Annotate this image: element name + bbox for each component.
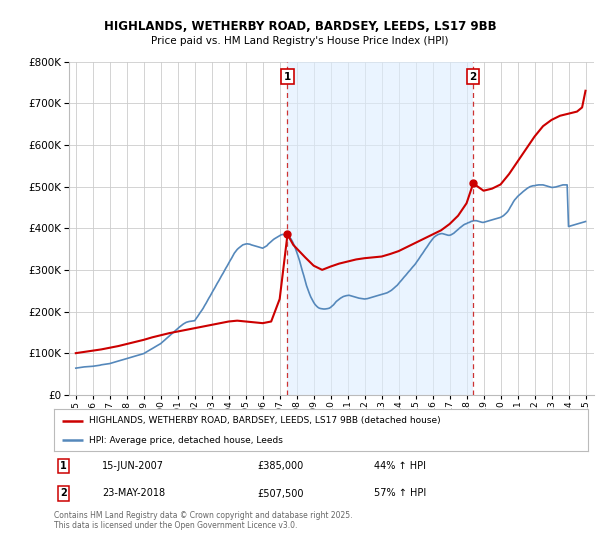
Text: £507,500: £507,500 xyxy=(257,488,304,498)
Text: £385,000: £385,000 xyxy=(257,461,303,471)
Text: 1: 1 xyxy=(284,72,291,82)
Text: 23-MAY-2018: 23-MAY-2018 xyxy=(102,488,165,498)
Text: HIGHLANDS, WETHERBY ROAD, BARDSEY, LEEDS, LS17 9BB (detached house): HIGHLANDS, WETHERBY ROAD, BARDSEY, LEEDS… xyxy=(89,416,440,425)
Text: 2: 2 xyxy=(470,72,477,82)
Text: 1: 1 xyxy=(60,461,67,471)
Text: 2: 2 xyxy=(60,488,67,498)
Text: Contains HM Land Registry data © Crown copyright and database right 2025.
This d: Contains HM Land Registry data © Crown c… xyxy=(54,511,353,530)
Text: HIGHLANDS, WETHERBY ROAD, BARDSEY, LEEDS, LS17 9BB: HIGHLANDS, WETHERBY ROAD, BARDSEY, LEEDS… xyxy=(104,20,496,32)
Text: 15-JUN-2007: 15-JUN-2007 xyxy=(102,461,164,471)
Text: Price paid vs. HM Land Registry's House Price Index (HPI): Price paid vs. HM Land Registry's House … xyxy=(151,36,449,46)
Text: 57% ↑ HPI: 57% ↑ HPI xyxy=(374,488,427,498)
Text: 44% ↑ HPI: 44% ↑ HPI xyxy=(374,461,427,471)
Text: HPI: Average price, detached house, Leeds: HPI: Average price, detached house, Leed… xyxy=(89,436,283,445)
Bar xyxy=(287,62,473,395)
